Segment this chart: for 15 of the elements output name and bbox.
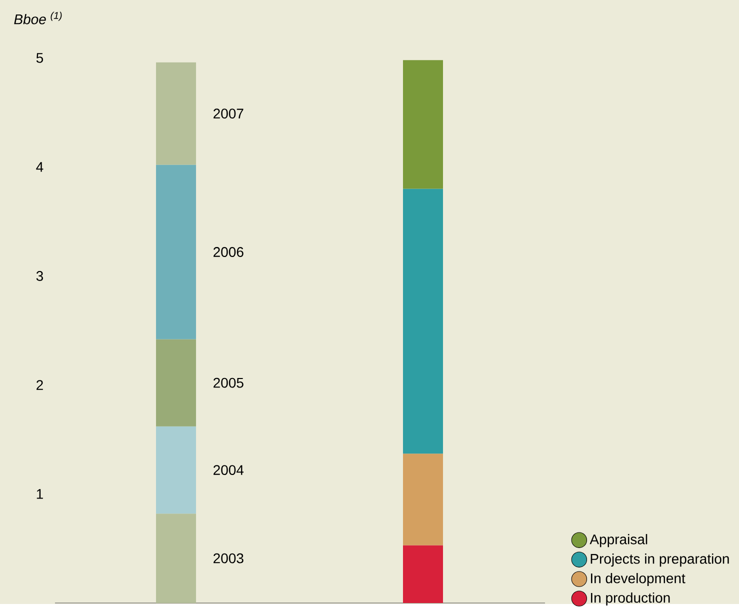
y-tick-label: 1 [36,489,43,499]
y-tick-label: 3 [36,271,44,281]
y-tick-label: 4 [36,162,44,172]
legend-label: Projects in preparation [590,554,729,567]
series-label: 2004 [214,465,244,475]
series-label: 2005 [214,378,244,388]
series-label: 2006 [214,247,244,257]
y-axis-title: Bboe $^{(1)}$ [14,12,62,24]
legend-label: In development [590,573,686,586]
series-label: 2003 [214,553,244,564]
series-label: 2007 [214,108,244,119]
legend-label: In production [590,592,670,606]
y-tick-label: 5 [36,53,44,63]
y-tick-label: 2 [36,380,43,390]
legend-label: Appraisal [590,534,648,548]
